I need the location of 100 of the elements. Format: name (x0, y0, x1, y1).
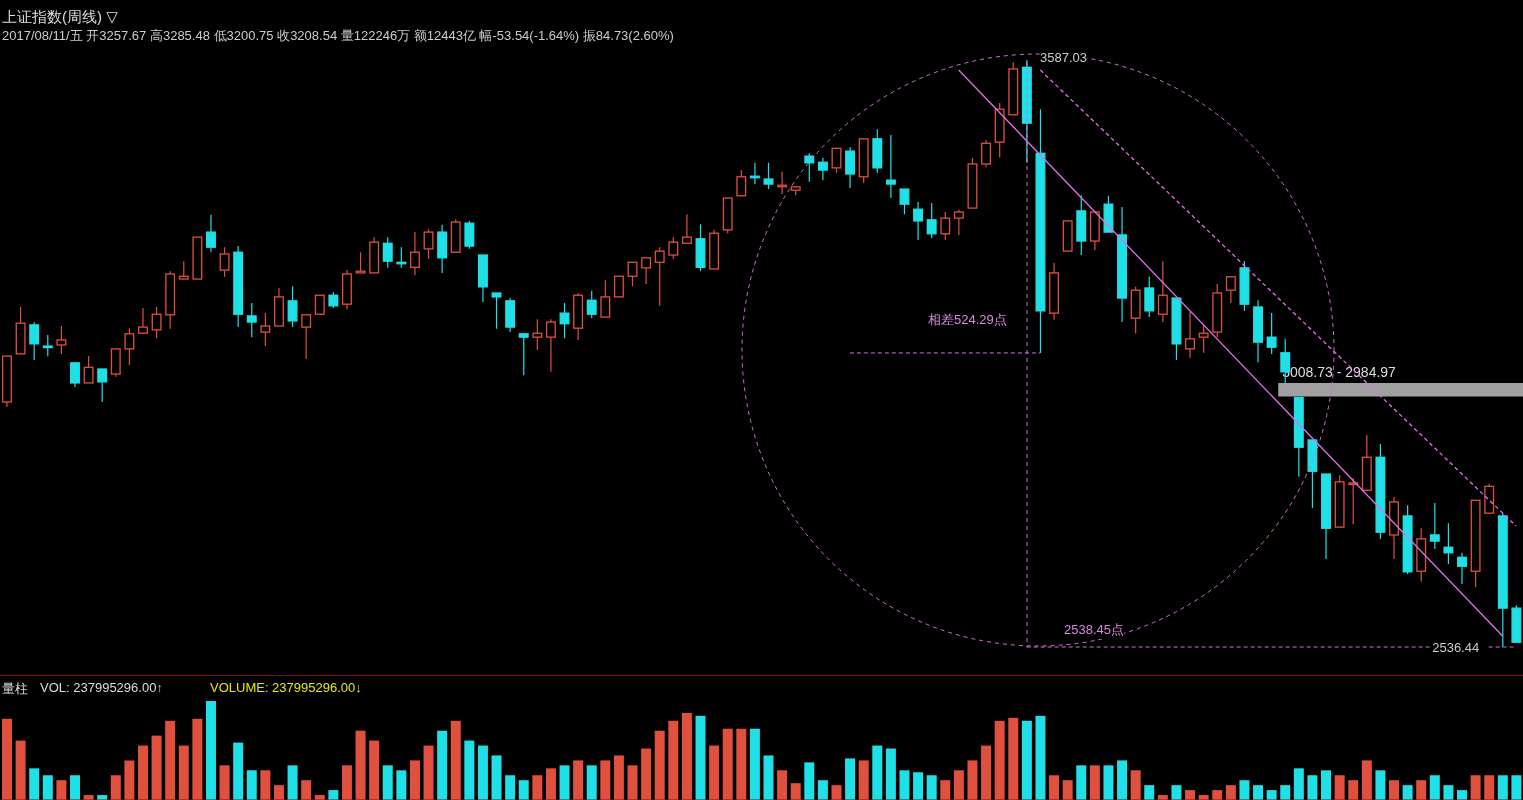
candlestick (301, 314, 312, 360)
bar (1402, 785, 1413, 800)
candlestick (341, 269, 352, 310)
bar (695, 715, 706, 800)
bar (491, 755, 502, 800)
bar (369, 740, 380, 800)
bar (1035, 715, 1046, 800)
bar (1130, 770, 1141, 800)
candlestick (641, 257, 652, 285)
candlestick (192, 236, 203, 280)
chart-subtitle: 2017/08/11/五 开3257.67 高3285.48 低3200.75 收3208.54 量122246万 额12443亿 幅-53.54(-1.64%) 振84.73(2.60%) (2, 27, 674, 45)
candlestick (1307, 439, 1318, 509)
bar (872, 745, 883, 800)
bar (1321, 770, 1332, 800)
bar (355, 730, 366, 800)
bar (273, 785, 284, 800)
bar (1307, 775, 1318, 800)
bar (1484, 775, 1495, 800)
candlestick (273, 287, 284, 327)
bar (899, 770, 910, 800)
bar (953, 770, 964, 800)
annotation: 相差524.29点 (928, 311, 1007, 329)
bar (1144, 785, 1155, 800)
candlestick (1321, 473, 1331, 560)
bar (287, 765, 298, 800)
bar (1416, 780, 1427, 800)
bar (1185, 790, 1196, 800)
bar (42, 775, 53, 800)
bar (1225, 785, 1236, 800)
bar (994, 720, 1005, 800)
bar (1443, 785, 1454, 800)
bar (817, 780, 828, 800)
candlestick (1089, 211, 1100, 251)
bar (205, 701, 216, 800)
bar (1212, 790, 1223, 800)
bar (627, 765, 638, 800)
bar (69, 775, 80, 800)
candlestick (681, 213, 692, 244)
bar (1008, 717, 1019, 800)
bar (396, 770, 407, 800)
bar (151, 735, 162, 800)
candlestick (1389, 496, 1399, 560)
bar (1511, 775, 1522, 800)
candlestick (1117, 206, 1128, 323)
bar (763, 755, 774, 800)
candlestick (491, 292, 502, 330)
bar (1293, 768, 1304, 800)
bar (1429, 775, 1440, 800)
bar (219, 765, 230, 800)
bar (1239, 780, 1250, 800)
bar (1266, 790, 1277, 800)
bar (967, 760, 978, 800)
chart-title: 上证指数(周线) ▽ (2, 8, 118, 27)
bar (722, 728, 733, 800)
candlestick (1049, 262, 1060, 321)
bar (804, 762, 815, 800)
bar (1076, 765, 1087, 800)
bar (464, 740, 475, 800)
ref-line-label: 2536.44 (1432, 640, 1480, 655)
candlestick (314, 294, 325, 315)
bar (1049, 775, 1060, 800)
candlestick (505, 297, 516, 333)
bar (736, 728, 747, 800)
candlestick (1361, 434, 1372, 491)
bar (654, 730, 665, 800)
annotation: 2538.45点 (1064, 621, 1124, 639)
bar (137, 745, 148, 800)
bar (532, 775, 543, 800)
annotation: 3587.03 (1040, 50, 1087, 65)
bar (110, 775, 121, 800)
candlestick (709, 229, 720, 270)
bar (777, 770, 788, 800)
candlestick (97, 368, 108, 403)
bar (2, 718, 12, 800)
candlestick (573, 292, 584, 341)
bar (246, 770, 257, 800)
bar (192, 718, 203, 800)
bar (29, 768, 40, 800)
bar (328, 790, 339, 800)
candlestick (355, 251, 366, 274)
candlestick (845, 146, 856, 189)
bar (437, 730, 448, 800)
bar (681, 712, 692, 800)
bar (341, 765, 352, 800)
chart-title: 量柱 (2, 680, 28, 698)
candlestick (206, 214, 216, 253)
bar (858, 760, 869, 800)
bar (641, 748, 652, 800)
candlestick (545, 318, 556, 373)
bar (613, 755, 624, 800)
candlestick (518, 333, 529, 376)
bar (233, 742, 244, 800)
candlestick (817, 157, 828, 181)
bar (1021, 720, 1032, 800)
candlestick (1293, 396, 1304, 478)
candlestick (613, 275, 624, 298)
bar (559, 765, 570, 800)
bar (545, 768, 556, 800)
candlestick (70, 362, 80, 388)
bar (423, 745, 434, 800)
